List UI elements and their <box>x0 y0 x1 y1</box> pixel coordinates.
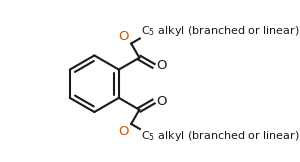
Text: O: O <box>156 95 166 108</box>
Text: C$_5$ alkyl (branched or linear): C$_5$ alkyl (branched or linear) <box>141 129 299 143</box>
Text: O: O <box>118 125 128 138</box>
Text: O: O <box>156 59 166 72</box>
Text: C$_5$ alkyl (branched or linear): C$_5$ alkyl (branched or linear) <box>141 24 299 38</box>
Text: O: O <box>118 30 128 43</box>
